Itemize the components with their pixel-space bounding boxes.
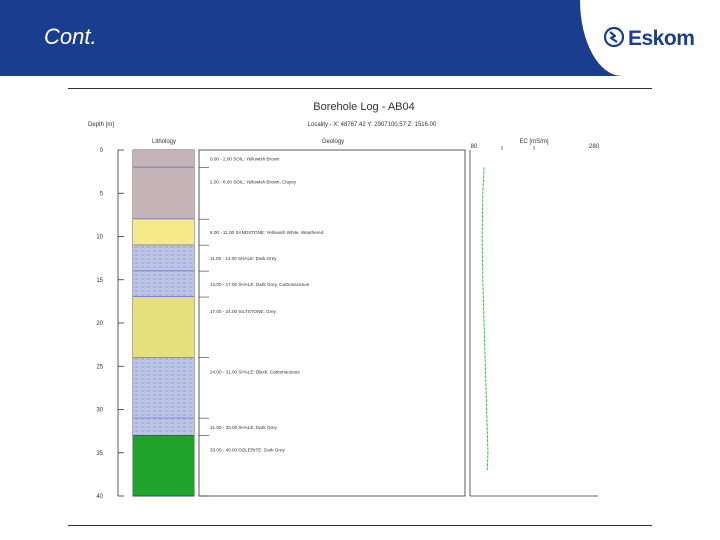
geology-header: Geology <box>322 139 344 145</box>
lithology-layer <box>133 418 194 436</box>
depth-tick-label: 0 <box>100 148 104 154</box>
slide-title: Cont. <box>44 24 97 49</box>
geology-description: 14.00 - 17.00 SHALE: Dark Grey, Carbonac… <box>210 282 310 287</box>
geology-description: 8.00 - 11.00 SANDSTONE: Yellowish White,… <box>210 230 324 235</box>
brand-panel <box>580 0 720 76</box>
ec-min-label: 80 <box>471 144 478 150</box>
ec-max-label: 280 <box>589 144 600 150</box>
locality-text: Locality - X: 48767.42 Y: 2907100.57 Z: … <box>308 122 437 128</box>
geology-column: 0.00 - 2.00 SOIL: Yellowish Brown 2.00 - … <box>198 149 466 497</box>
geology-description: 33.00 - 40.00 DOLERITE: Dark Grey <box>210 447 286 452</box>
geology-frame <box>198 149 466 497</box>
eskom-logo-icon <box>604 27 624 47</box>
depth-header: Depth [m] <box>88 122 114 128</box>
geology-description: 2.00 - 8.00 SOIL: Yellowish Brown, Claye… <box>210 179 297 184</box>
top-divider <box>68 88 652 89</box>
depth-tick-label: 30 <box>96 408 103 414</box>
ec-profile-line <box>481 167 489 471</box>
geology-description: 31.00 - 33.00 SHALE: Dark Grey <box>210 425 278 430</box>
lithology-header: Lithology <box>152 139 176 145</box>
lithology-layer <box>133 435 194 496</box>
bottom-divider <box>68 525 652 526</box>
geology-description: 0.00 - 2.00 SOIL: Yellowish Brown <box>210 157 280 162</box>
lithology-layer <box>133 167 194 220</box>
lithology-layer <box>133 271 194 298</box>
depth-tick-label: 10 <box>96 235 103 241</box>
lithology-layer <box>133 357 194 419</box>
depth-tick-label: 35 <box>96 451 103 457</box>
depth-tick-label: 25 <box>96 364 103 370</box>
lithology-layer <box>133 150 194 168</box>
geology-description: 17.00 - 24.00 SILTSTONE: Grey <box>210 309 277 314</box>
brand-name: Eskom <box>628 27 695 50</box>
ec-header: EC [mS/m] <box>519 139 548 145</box>
log-title: Borehole Log - AB04 <box>313 101 415 113</box>
ec-column: 80 280 <box>469 144 600 497</box>
lithology-layer <box>133 297 194 358</box>
depth-tick-label: 15 <box>96 278 103 284</box>
lithology-layer <box>133 245 194 272</box>
depth-tick-label: 20 <box>96 321 103 327</box>
depth-tick-label: 40 <box>96 494 103 500</box>
depth-tick-label: 5 <box>100 191 104 197</box>
lithology-layer <box>133 219 194 246</box>
depth-axis: 0 5 10 15 20 25 30 35 40 <box>96 148 124 500</box>
geology-description: 24.00 - 31.00 SHALE: Black, Carbonaceous <box>210 370 300 375</box>
geology-description: 11.00 - 14.00 SHALE: Dark Grey <box>210 256 277 261</box>
lithology-column <box>132 149 195 497</box>
